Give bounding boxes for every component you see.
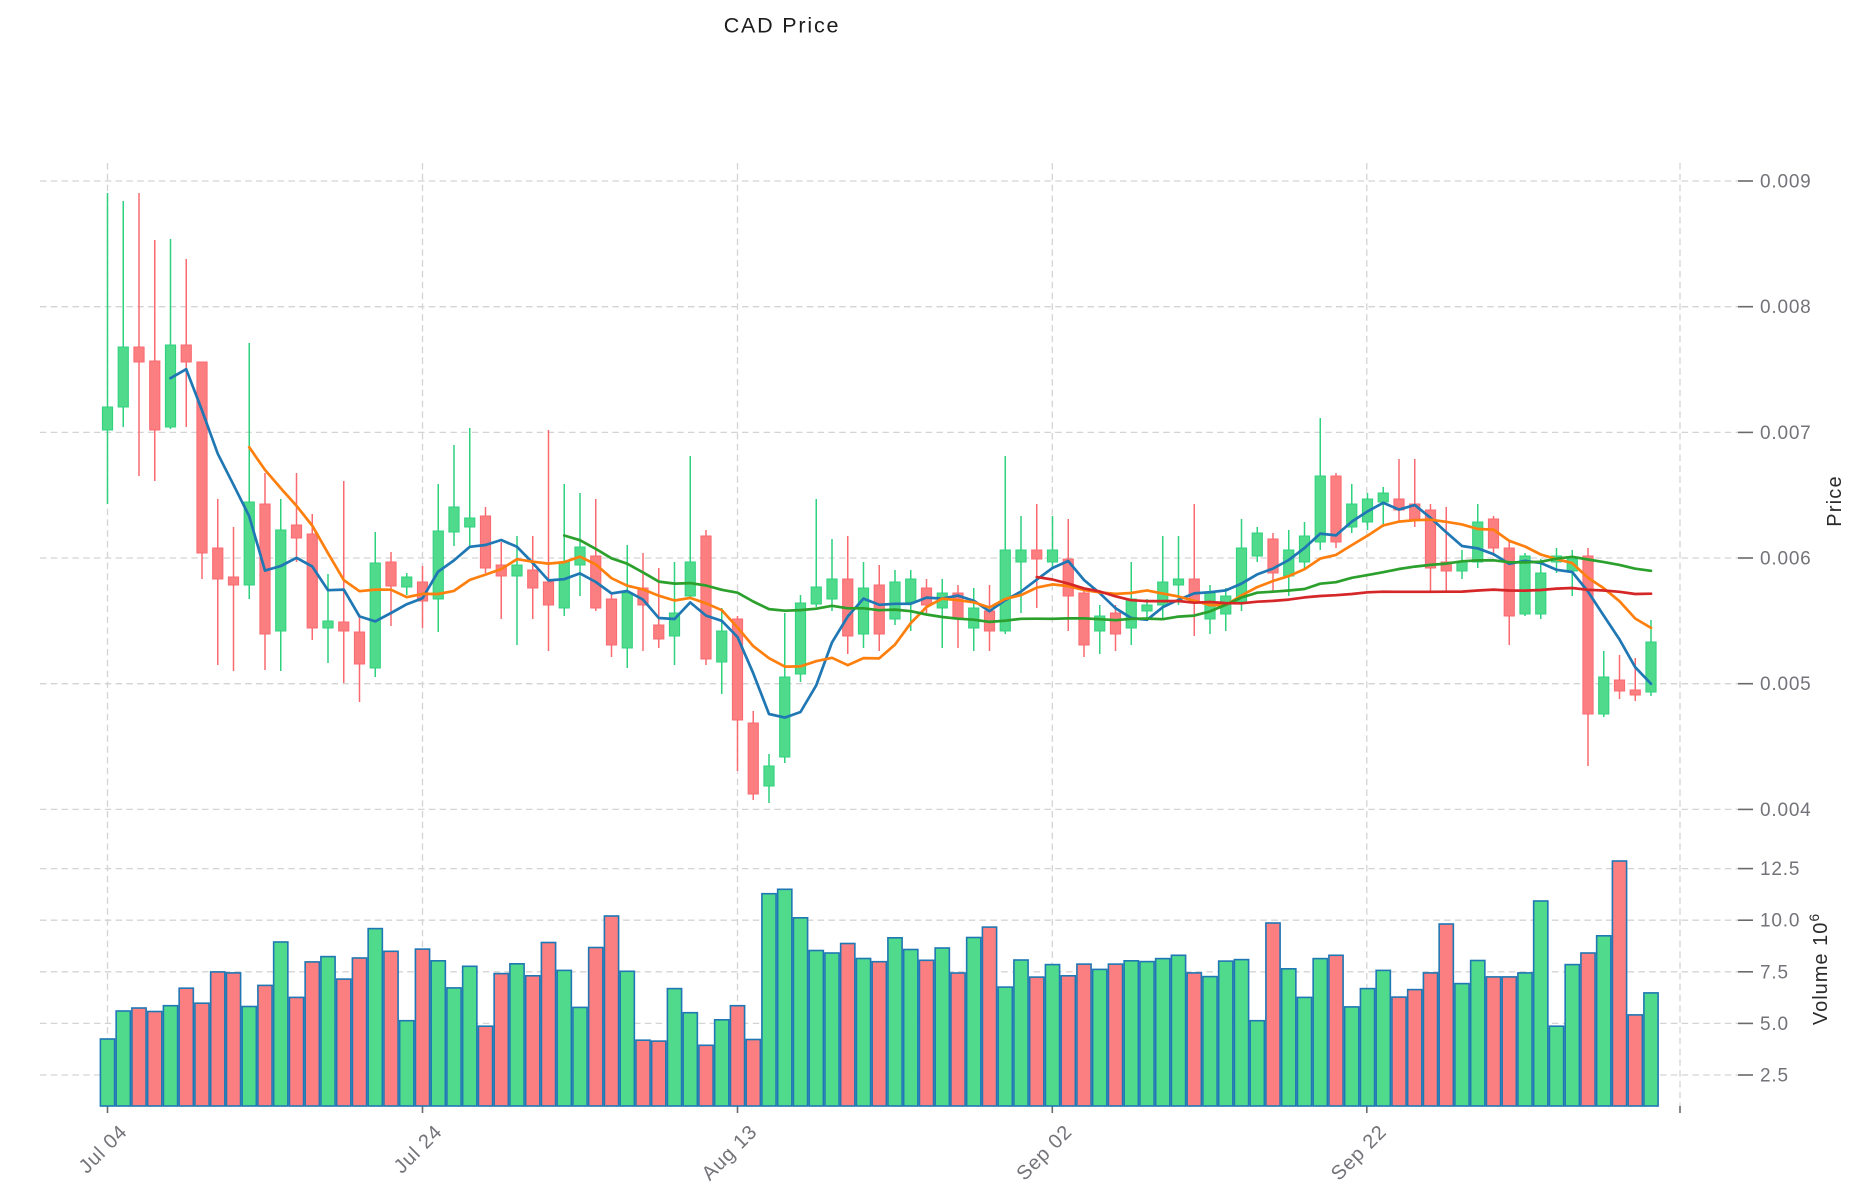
svg-text:Price: Price xyxy=(1824,475,1846,527)
svg-text:2.5: 2.5 xyxy=(1760,1066,1789,1087)
svg-text:12.5: 12.5 xyxy=(1760,859,1800,880)
svg-text:0.009: 0.009 xyxy=(1760,172,1812,193)
svg-text:Volume 106: Volume 106 xyxy=(1806,913,1832,1025)
svg-text:10.0: 10.0 xyxy=(1760,911,1800,932)
svg-text:5.0: 5.0 xyxy=(1760,1014,1789,1035)
svg-text:CAD Price: CAD Price xyxy=(724,14,841,38)
svg-text:0.007: 0.007 xyxy=(1760,423,1812,444)
svg-text:0.005: 0.005 xyxy=(1760,674,1812,695)
svg-text:7.5: 7.5 xyxy=(1760,962,1789,983)
svg-text:0.004: 0.004 xyxy=(1760,800,1812,821)
svg-text:0.008: 0.008 xyxy=(1760,297,1812,318)
svg-text:0.006: 0.006 xyxy=(1760,549,1812,570)
